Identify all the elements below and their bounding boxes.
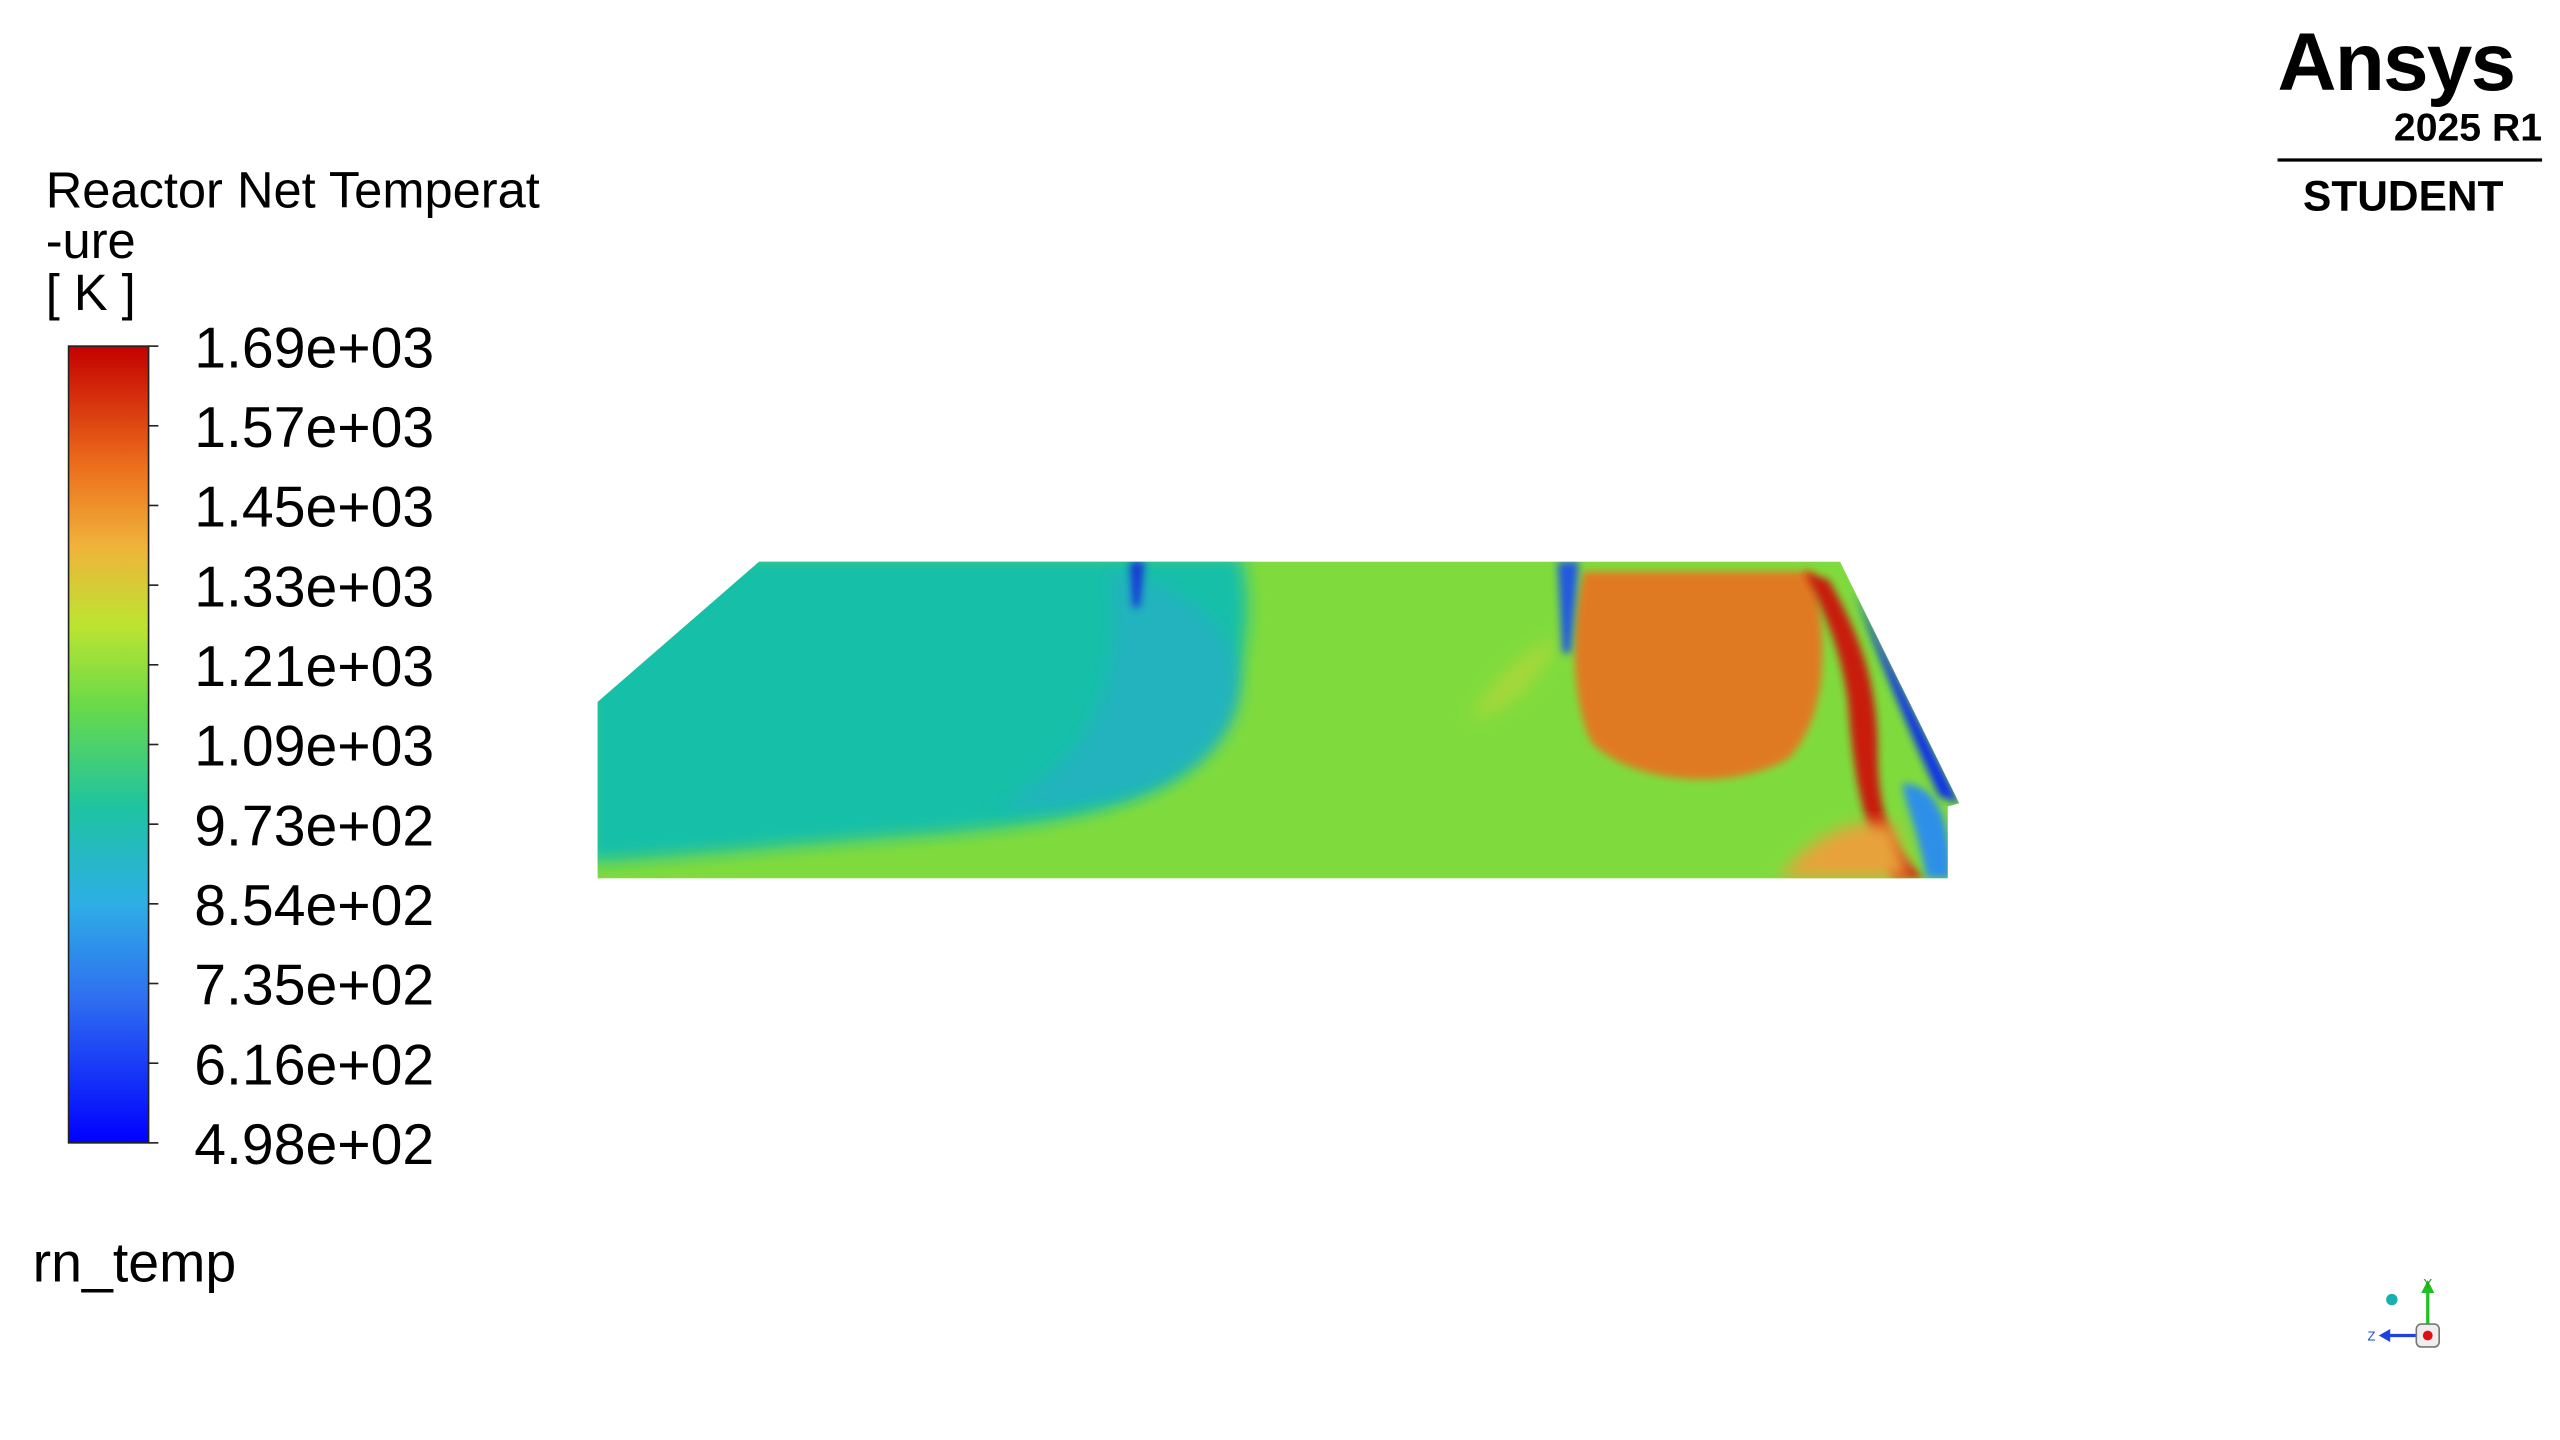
legend-tick-label: 9.73e+02: [194, 794, 434, 858]
legend-tick-label: 1.69e+03: [194, 316, 434, 380]
logo-brand: Ansys: [2278, 17, 2515, 108]
legend-tick-label: 1.45e+03: [194, 476, 434, 540]
legend-title: -ure: [46, 212, 136, 269]
legend-tick-label: 8.54e+02: [194, 874, 434, 938]
legend: Reactor Net Temperat -ure [ K ] 1.69e+03…: [46, 161, 540, 1177]
colorbar: [67, 345, 150, 1144]
triad-y: Y: [2423, 1276, 2432, 1291]
logo: Ansys 2025 R1 STUDENT: [2278, 17, 2543, 220]
legend-tick-label: 1.21e+03: [194, 635, 434, 699]
logo-version: 2025 R1: [2394, 106, 2542, 149]
legend-tick-label: 4.98e+02: [194, 1113, 434, 1177]
legend-tick-label: 6.16e+02: [194, 1033, 434, 1097]
contour-field: [597, 561, 1960, 879]
legend-tick-label: 1.33e+03: [194, 555, 434, 619]
legend-tick-label: 1.57e+03: [194, 396, 434, 460]
variable-label: rn_temp: [33, 1232, 237, 1294]
legend-title: Reactor Net Temperat: [46, 161, 540, 218]
legend-tick-label: 1.09e+03: [194, 715, 434, 779]
logo-edition: STUDENT: [2303, 173, 2503, 220]
triad-z: Z: [2368, 1328, 2376, 1343]
legend-unit: [ K ]: [46, 264, 136, 321]
legend-tick-label: 7.35e+02: [194, 954, 434, 1018]
axis-triad: Y Z: [2368, 1276, 2440, 1348]
